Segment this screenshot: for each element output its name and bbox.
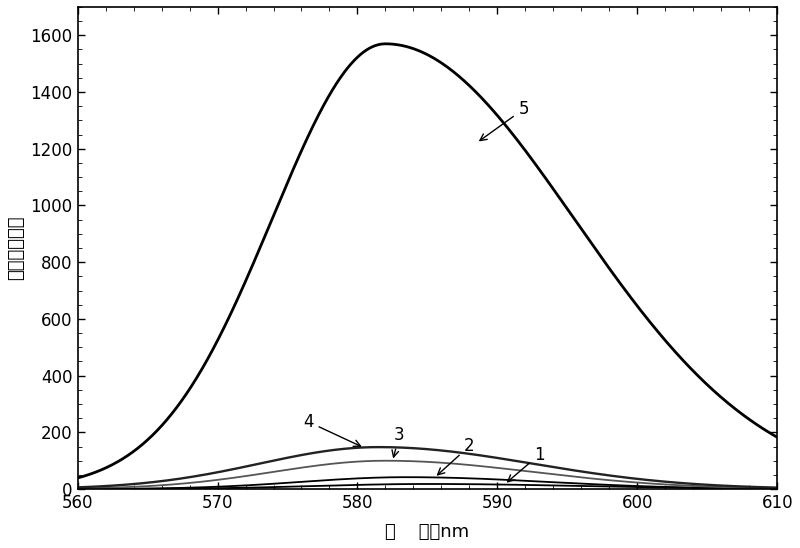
X-axis label: 波    长，nm: 波 长，nm xyxy=(386,523,470,541)
Text: 3: 3 xyxy=(392,426,405,457)
Text: 4: 4 xyxy=(303,413,361,447)
Text: 1: 1 xyxy=(508,446,545,482)
Text: 2: 2 xyxy=(438,437,474,475)
Text: 5: 5 xyxy=(480,100,529,140)
Y-axis label: 相对荧光强度: 相对荧光强度 xyxy=(7,216,25,280)
